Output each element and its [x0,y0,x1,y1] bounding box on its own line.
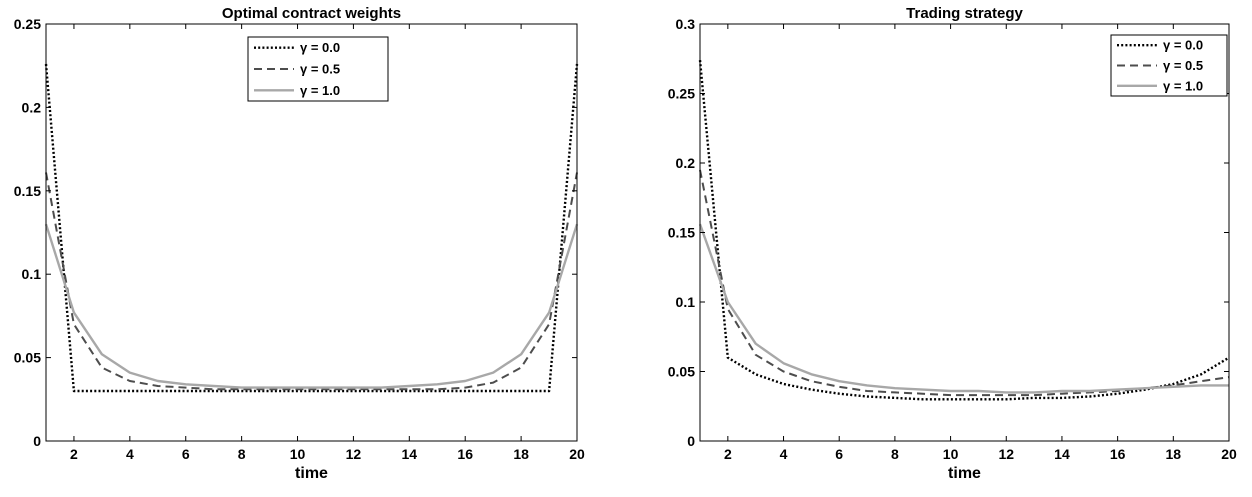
y-tick-label: 0.25 [668,86,695,102]
y-tick-label: 0.1 [22,266,42,282]
legend: γ = 0.0 γ = 0.5 γ = 1.0 [1110,34,1228,97]
x-axis-label: time [295,465,328,482]
series-line-1 [698,59,1230,401]
x-tick-label: 12 [998,446,1014,462]
y-tick-label: 0.1 [676,294,696,310]
y-tick-label: 0.05 [14,350,41,366]
series-line-2 [45,172,578,391]
y-tick-label: 0.2 [676,155,696,171]
x-tick-label: 6 [182,446,190,462]
x-tick-label: 20 [1221,446,1237,462]
x-tick-label: 4 [780,446,788,462]
x-tick-label: 8 [891,446,899,462]
y-tick-label: 0 [33,433,41,449]
x-tick-label: 14 [402,446,418,462]
chart-2: Trading strategy 2 4 6 8 10 12 14 16 18 20 0 0.05 0.1… [668,5,1237,482]
x-tick-label: 6 [835,446,843,462]
chart-title: Optimal contract weights [222,5,401,22]
x-tick-label: 18 [1166,446,1182,462]
x-tick-label: 2 [724,446,732,462]
legend-label-3: γ = 1.0 [1163,78,1203,93]
chart-title: Trading strategy [906,5,1023,22]
legend-label-1: γ = 0.0 [300,40,340,55]
legend-label-3: γ = 1.0 [300,83,340,98]
x-tick-label: 4 [126,446,134,462]
x-tick-label: 2 [70,446,78,462]
legend-label-1: γ = 0.0 [1163,38,1203,53]
y-tick-label: 0 [687,433,695,449]
y-tick-label: 0.05 [668,364,695,380]
x-tick-label: 10 [290,446,306,462]
legend-label-2: γ = 0.5 [300,62,340,77]
x-tick-label: 10 [943,446,959,462]
x-tick-label: 20 [569,446,585,462]
x-tick-label: 12 [346,446,362,462]
y-tick-label: 0.2 [22,99,42,115]
y-tick-label: 0.15 [668,225,695,241]
y-tick-label: 0.15 [14,183,41,199]
y-tick-label: 0.25 [14,16,41,32]
x-axis-label: time [948,465,981,482]
chart-1: Optimal contract weights 2 4 6 8 10 12 14 16 18 20… [14,5,585,482]
x-tick-label: 16 [457,446,473,462]
series-line-3 [44,223,579,389]
x-tick-label: 14 [1054,446,1070,462]
axes-box [45,23,578,442]
series-line-1 [44,63,579,393]
y-tick-label: 0.3 [676,16,696,32]
series-line-3 [698,223,1229,394]
x-tick-label: 8 [238,446,246,462]
legend: γ = 0.0 γ = 0.5 γ = 1.0 [247,36,389,102]
x-tick-label: 18 [513,446,529,462]
legend-label-2: γ = 0.5 [1163,58,1203,73]
x-tick-label: 16 [1110,446,1126,462]
